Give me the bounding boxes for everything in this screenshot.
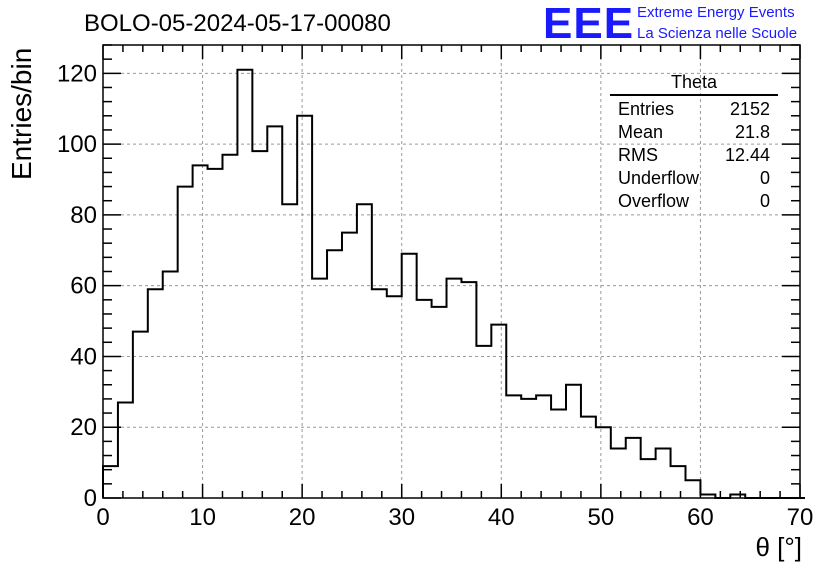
x-tick-label: 50 [588, 504, 615, 531]
histogram-bin [297, 116, 312, 498]
histogram-bin [267, 126, 282, 498]
histogram-bin [327, 250, 342, 498]
histogram-bin [521, 399, 536, 498]
histogram-bin [656, 448, 671, 498]
histogram-series [102, 68, 805, 499]
histogram-bin [133, 332, 148, 498]
histogram-bin [312, 279, 327, 498]
histogram-bin [417, 300, 432, 498]
y-tick-label: 0 [84, 485, 97, 512]
x-axis-label: θ [°] [755, 532, 802, 562]
histogram-bin [103, 466, 118, 498]
histogram-bin [252, 151, 267, 498]
y-tick-label: 100 [57, 131, 97, 158]
stats-title: Theta [610, 72, 778, 96]
x-tick-label: 30 [388, 504, 415, 531]
stats-value: 0 [759, 191, 770, 211]
x-tick-label: 40 [488, 504, 515, 531]
x-tick-label: 60 [687, 504, 714, 531]
histogram-bin [118, 402, 133, 498]
histogram-bin [372, 289, 387, 498]
y-tick-labels: 0 20 40 60 80 100 120 [57, 60, 97, 512]
stats-row-rms: RMS 12.44 [610, 144, 778, 167]
histogram-bin [491, 325, 506, 498]
stats-row-entries: Entries 2152 [610, 98, 778, 121]
stats-row-mean: Mean 21.8 [610, 121, 778, 144]
histogram-bin [193, 165, 208, 498]
histogram-bin [208, 169, 223, 498]
x-tick-labels: 0 10 20 30 40 50 60 70 [96, 504, 813, 531]
histogram-bin [566, 385, 581, 498]
histogram-bin [551, 410, 566, 498]
histogram-bin [671, 466, 686, 498]
histogram-bin [402, 254, 417, 498]
page-title: BOLO-05-2024-05-17-00080 [84, 10, 391, 37]
histogram-bin [730, 494, 745, 498]
logo-text-line2: La Scienza nelle Scuole [637, 25, 798, 42]
stats-value: 21.8 [734, 122, 770, 142]
stats-value: 2152 [729, 99, 770, 119]
histogram-bin [700, 494, 715, 498]
histogram-bin [461, 282, 476, 498]
histogram-bin [222, 155, 237, 498]
stats-value: 12.44 [724, 145, 770, 165]
y-tick-label: 40 [70, 343, 97, 370]
histogram-bin [447, 279, 462, 498]
stats-label: RMS [618, 145, 658, 165]
stats-value: 0 [759, 168, 770, 188]
x-tick-label: 10 [189, 504, 216, 531]
logo-text-line1: Extreme Energy Events [637, 4, 795, 21]
x-tick-label: 70 [787, 504, 814, 531]
stats-label: Mean [618, 122, 664, 142]
histogram-bin [178, 187, 193, 498]
eee-logo-mark: EEE [543, 0, 635, 48]
histogram-bin [148, 289, 163, 498]
stats-label: Underflow [618, 168, 700, 188]
y-tick-label: 120 [57, 60, 97, 87]
y-tick-label: 20 [70, 414, 97, 441]
grid-lines [103, 45, 800, 498]
histogram-bin [596, 427, 611, 498]
stats-label: Overflow [618, 191, 690, 211]
stats-row-underflow: Underflow 0 [610, 167, 778, 190]
histogram-bin [626, 438, 641, 498]
axis-ticks [102, 44, 801, 499]
histogram-bin [581, 417, 596, 498]
x-tick-label: 20 [289, 504, 316, 531]
x-tick-label: 0 [96, 504, 109, 531]
histogram-bin [641, 459, 656, 498]
histogram-bin [342, 233, 357, 498]
histogram-bin [163, 272, 178, 499]
histogram-bin [506, 395, 521, 498]
histogram-bin [536, 395, 551, 498]
stats-box: Theta Entries 2152 Mean 21.8 RMS 12.44 U… [610, 72, 778, 213]
stats-row-overflow: Overflow 0 [610, 190, 778, 213]
y-tick-label: 60 [70, 273, 97, 300]
histogram-bin [611, 448, 626, 498]
histogram-bin [387, 296, 402, 498]
histogram-bin [476, 346, 491, 498]
y-axis-label: Entries/bin [6, 47, 37, 180]
histogram-bin [685, 480, 700, 498]
histogram-bin [357, 204, 372, 498]
stats-label: Entries [618, 99, 675, 119]
histogram-bin [432, 307, 447, 498]
histogram-bin [237, 70, 252, 498]
histogram-bin [282, 204, 297, 498]
y-tick-label: 80 [70, 202, 97, 229]
